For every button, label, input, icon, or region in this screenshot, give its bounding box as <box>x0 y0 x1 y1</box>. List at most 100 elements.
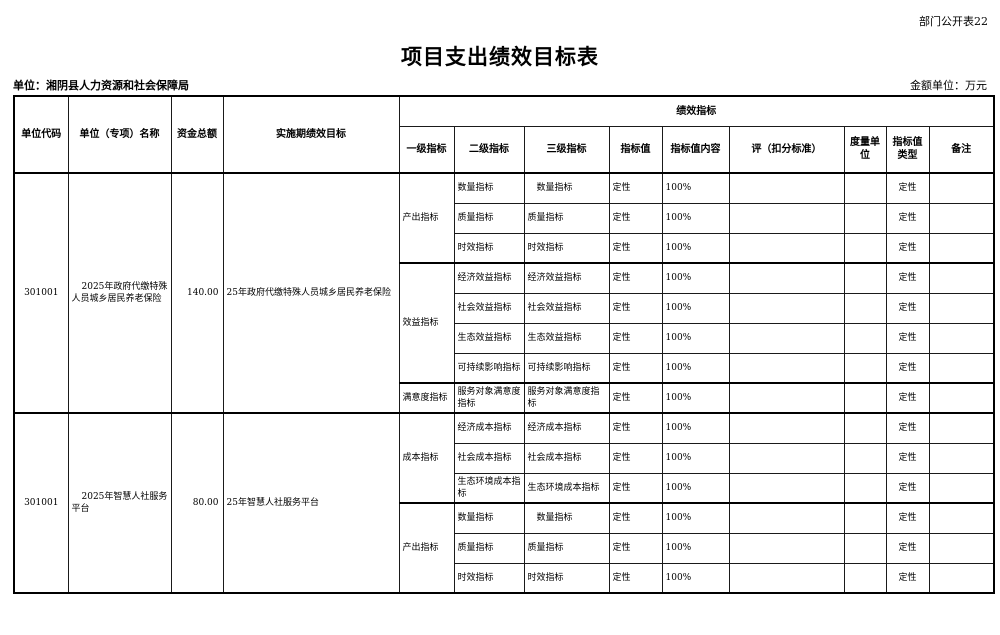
value-type-cell: 定性 <box>885 382 930 414</box>
header-row-sub: 一级指标 二级指标 三级指标 指标值 指标值内容 评（扣分标准） 度量单位 指标… <box>14 125 995 174</box>
meta-row: 单位：湘阴县人力资源和社会保障局 金额单位：万元 <box>13 77 987 93</box>
scoring-standard-cell <box>728 352 845 384</box>
performance-target-table: 单位代码 单位（专项）名称 资金总额 实施期绩效目标 绩效指标 一级指标 二级指… <box>13 95 996 594</box>
indicator-value-cell: 定性 <box>608 532 663 564</box>
level2-indicator-cell: 社会成本指标 <box>453 442 525 474</box>
indicator-value-cell: 定性 <box>608 292 663 324</box>
header-row-top: 单位代码 单位（专项）名称 资金总额 实施期绩效目标 绩效指标 <box>13 95 995 174</box>
header-scoring-standard: 评（扣分标准） <box>728 125 845 174</box>
level2-indicator-cell: 时效指标 <box>453 562 525 594</box>
level3-indicator-cell: 服务对象满意度指标 <box>523 382 610 414</box>
indicator-value-cell: 定性 <box>608 562 663 594</box>
level1-indicator-cell: 效益指标 <box>398 262 455 384</box>
measure-unit-cell <box>843 292 887 324</box>
scoring-standard-cell <box>728 532 845 564</box>
total-funds-cell: 140.00 <box>170 172 224 414</box>
note-cell <box>928 172 995 204</box>
measure-unit-cell <box>843 202 887 234</box>
note-cell <box>928 472 995 504</box>
table-row: 可持续影响指标 可持续影响指标 定性 100% 定性 <box>14 352 995 384</box>
table-row: 时效指标 时效指标 定性 100% 定性 <box>14 232 995 264</box>
note-cell <box>928 502 995 534</box>
level1-indicator-cell: 产出指标 <box>398 172 455 264</box>
level3-indicator-cell: 社会效益指标 <box>523 292 610 324</box>
indicator-value-cell: 定性 <box>608 232 663 264</box>
measure-unit-cell <box>843 382 887 414</box>
value-type-cell: 定性 <box>885 322 930 354</box>
level2-indicator-cell: 经济效益指标 <box>453 262 525 294</box>
scoring-standard-cell <box>728 202 845 234</box>
value-type-cell: 定性 <box>885 202 930 234</box>
measure-unit-cell <box>843 442 887 474</box>
table-row: 效益指标 经济效益指标 经济效益指标 定性 100% 定性 <box>14 262 995 384</box>
scoring-standard-cell <box>728 232 845 264</box>
period-target-cell: 25年政府代缴特殊人员城乡居民养老保险 <box>222 172 400 414</box>
value-type-cell: 定性 <box>885 532 930 564</box>
measure-unit-cell <box>843 352 887 384</box>
page-title: 项目支出绩效目标表 <box>401 44 599 69</box>
measure-unit-cell <box>843 532 887 564</box>
value-type-cell: 定性 <box>885 172 930 204</box>
unit-name-cell: 2025年智慧人社服务平台 <box>67 412 172 594</box>
table-row: 301001 2025年政府代缴特殊人员城乡居民养老保险 140.00 25年政府代缴… <box>13 172 995 414</box>
value-type-cell: 定性 <box>885 412 930 444</box>
indicator-value-cell: 定性 <box>608 412 663 444</box>
note-cell <box>928 562 995 594</box>
table-row: 产出指标 数量指标 数量指标 定性 100% 定性 <box>14 502 995 594</box>
indicator-value-cell: 定性 <box>608 202 663 234</box>
scoring-standard-cell <box>728 562 845 594</box>
measure-unit-cell <box>843 172 887 204</box>
level2-indicator-cell: 社会效益指标 <box>453 292 525 324</box>
level3-indicator-cell: 时效指标 <box>523 562 610 594</box>
header-value-type: 指标值类型 <box>885 125 930 174</box>
level3-indicator-cell: 数量指标 <box>523 502 610 534</box>
level2-indicator-cell: 质量指标 <box>453 202 525 234</box>
level2-indicator-cell: 经济成本指标 <box>453 412 525 444</box>
value-content-cell: 100% <box>661 382 730 414</box>
note-cell <box>928 532 995 564</box>
value-content-cell: 100% <box>661 442 730 474</box>
value-type-cell: 定性 <box>885 262 930 294</box>
measure-unit-cell <box>843 562 887 594</box>
level2-indicator-cell: 数量指标 <box>453 172 525 204</box>
table-row: 生态环境成本指标 生态环境成本指标 定性 100% 定性 <box>14 472 995 504</box>
corner-label: 部门公开表22 <box>919 15 988 28</box>
measure-unit-cell <box>843 412 887 444</box>
scoring-standard-cell <box>728 382 845 414</box>
header-measure-unit: 度量单位 <box>843 125 887 174</box>
scoring-standard-cell <box>728 442 845 474</box>
value-type-cell: 定性 <box>885 442 930 474</box>
value-content-cell: 100% <box>661 262 730 294</box>
table-row: 生态效益指标 生态效益指标 定性 100% 定性 <box>14 322 995 354</box>
scoring-standard-cell <box>728 322 845 354</box>
value-content-cell: 100% <box>661 292 730 324</box>
measure-unit-cell <box>843 232 887 264</box>
value-content-cell: 100% <box>661 472 730 504</box>
unit-name-cell: 2025年政府代缴特殊人员城乡居民养老保险 <box>67 172 172 414</box>
indicator-value-cell: 定性 <box>608 502 663 534</box>
indicator-value-cell: 定性 <box>608 322 663 354</box>
note-cell <box>928 412 995 444</box>
scoring-standard-cell <box>728 292 845 324</box>
header-value-content: 指标值内容 <box>661 125 730 174</box>
note-cell <box>928 262 995 294</box>
note-cell <box>928 382 995 414</box>
header-level3-indicator: 三级指标 <box>523 125 610 174</box>
indicator-value-cell: 定性 <box>608 442 663 474</box>
note-cell <box>928 202 995 234</box>
level3-indicator-cell: 经济效益指标 <box>523 262 610 294</box>
level3-indicator-cell: 时效指标 <box>523 232 610 264</box>
value-content-cell: 100% <box>661 352 730 384</box>
indicator-value-cell: 定性 <box>608 472 663 504</box>
table-row: 社会效益指标 社会效益指标 定性 100% 定性 <box>14 292 995 324</box>
table-header: 单位代码 单位（专项）名称 资金总额 实施期绩效目标 绩效指标 一级指标 二级指… <box>13 95 995 174</box>
level3-indicator-cell: 质量指标 <box>523 532 610 564</box>
scoring-standard-cell <box>728 262 845 294</box>
period-target-cell: 25年智慧人社服务平台 <box>222 412 400 594</box>
table-row: 时效指标 时效指标 定性 100% 定性 <box>14 562 995 594</box>
level2-indicator-cell: 生态效益指标 <box>453 322 525 354</box>
indicator-value-cell: 定性 <box>608 382 663 414</box>
value-type-cell: 定性 <box>885 232 930 264</box>
value-content-cell: 100% <box>661 532 730 564</box>
level3-indicator-cell: 质量指标 <box>523 202 610 234</box>
